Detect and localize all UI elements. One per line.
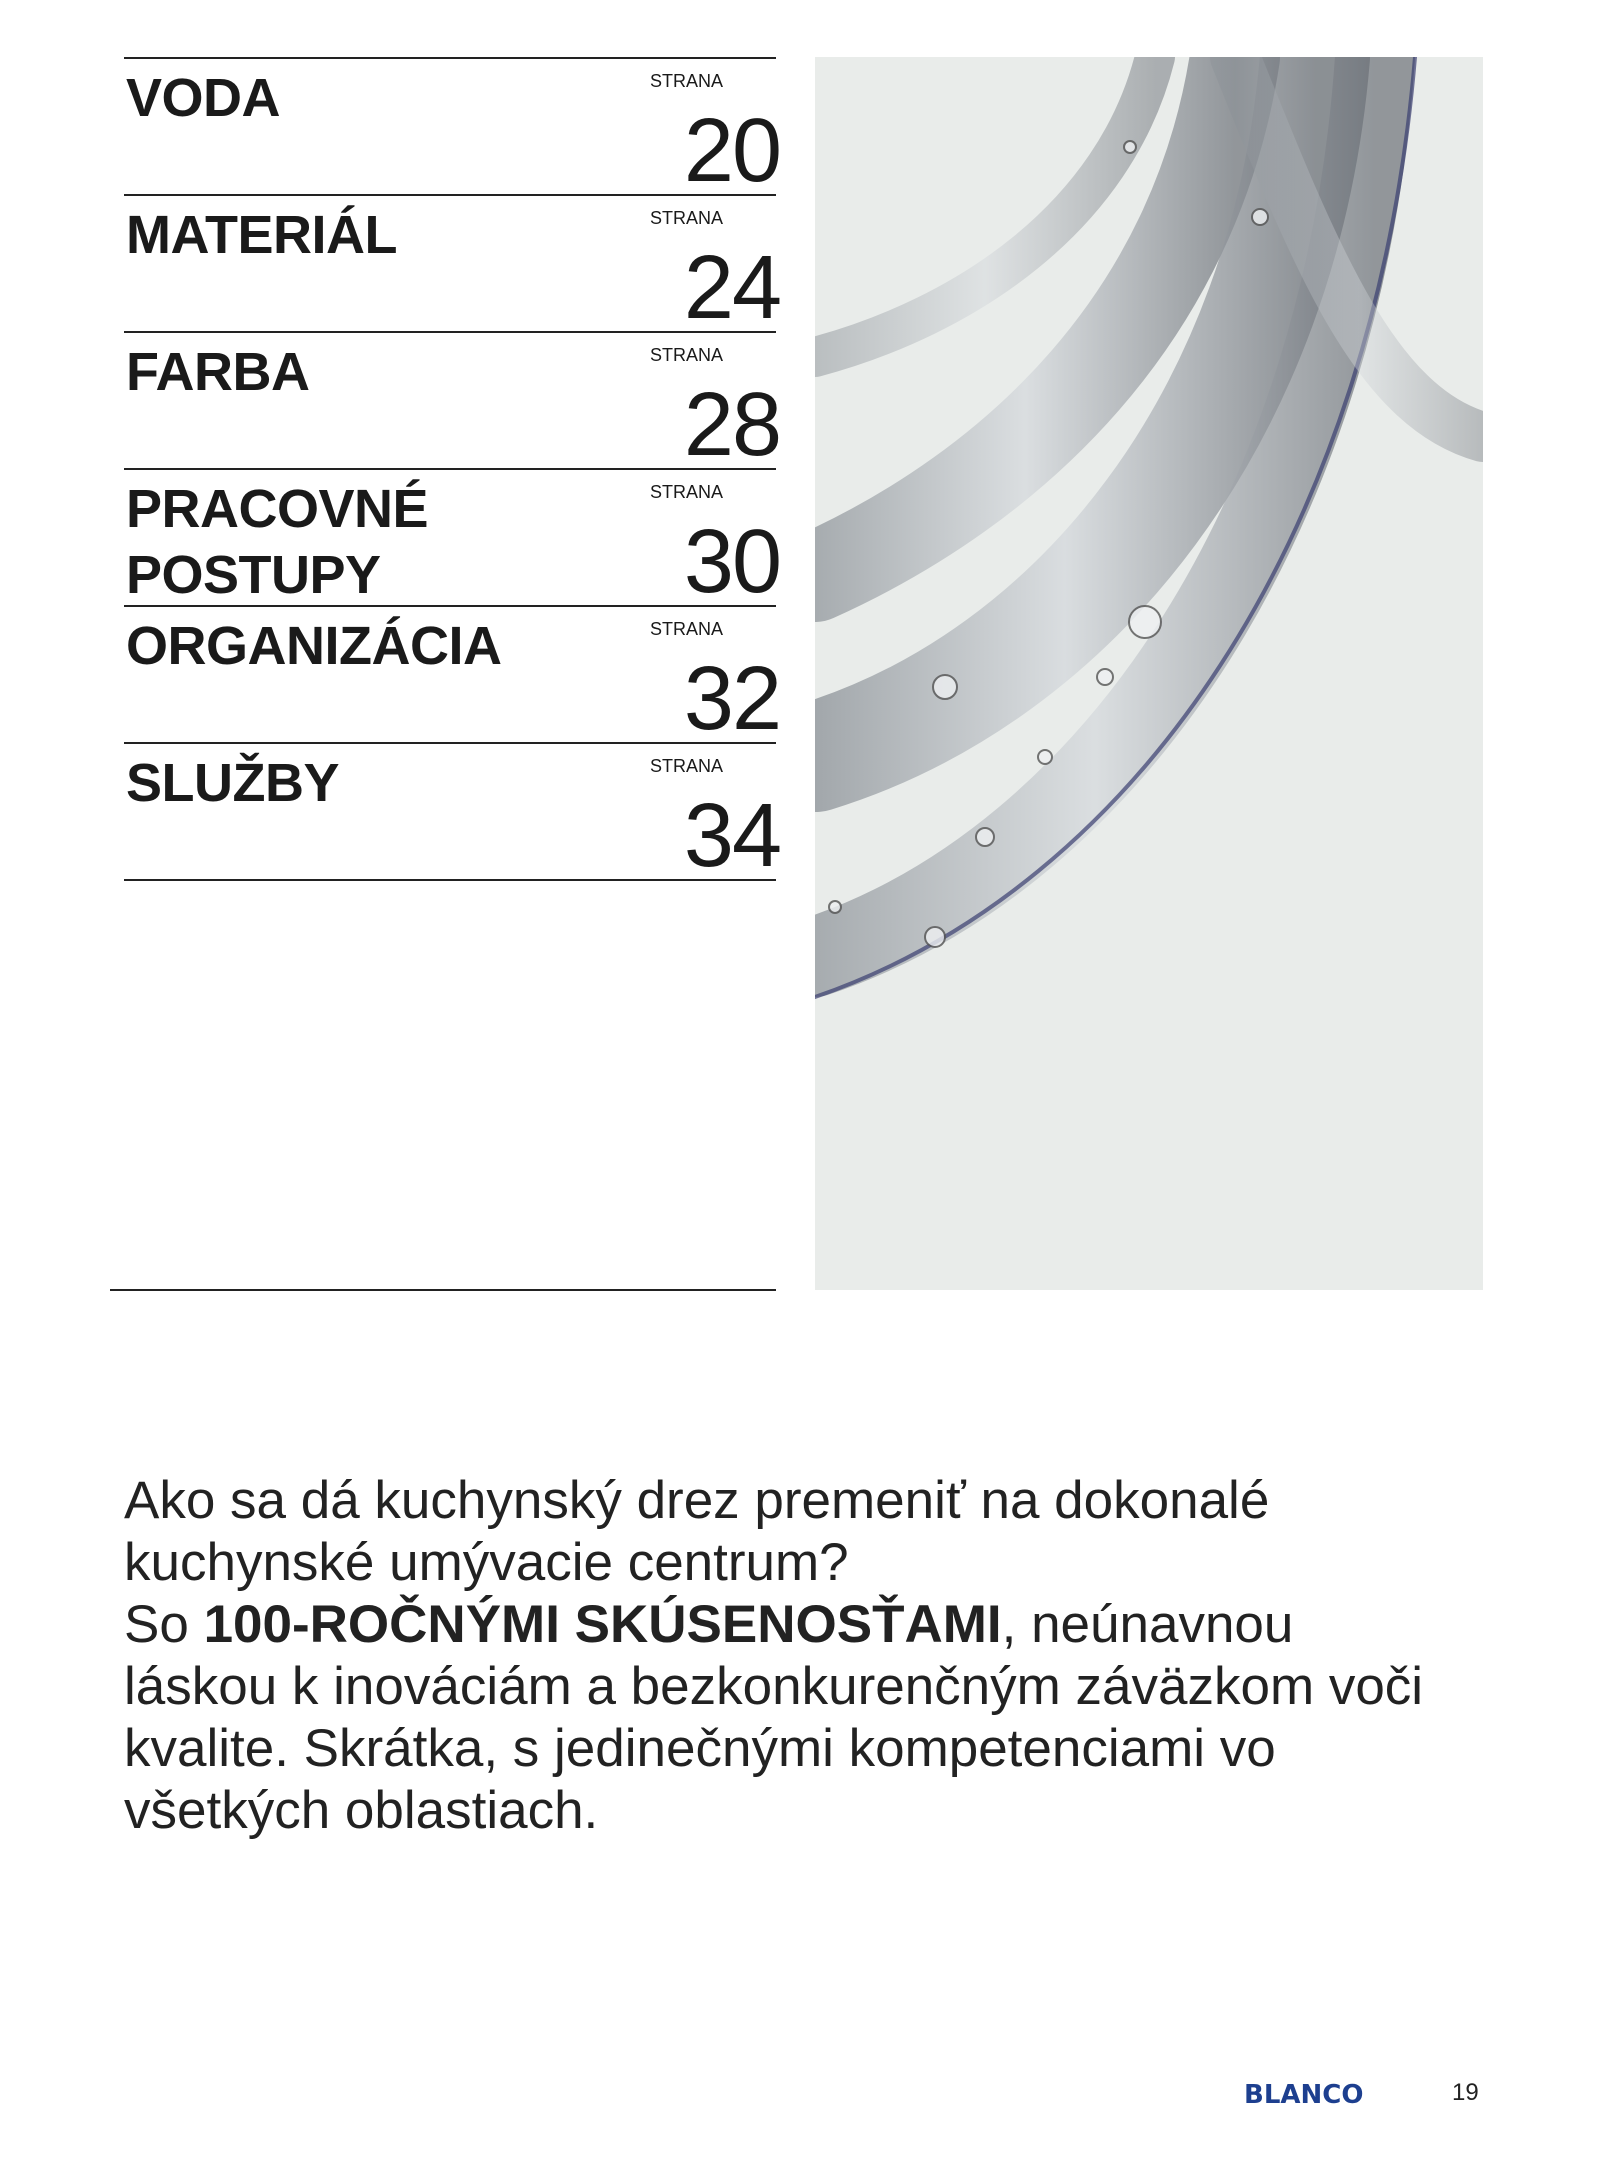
toc-title: SLUŽBY <box>126 753 340 813</box>
table-of-contents: VODA STRANA 20 MATERIÁL STRANA 24 FARBA STRAN… <box>124 57 782 886</box>
toc-title: MATERIÁL <box>126 205 397 265</box>
page-number: 19 <box>1452 2079 1479 2106</box>
toc-page: 24 <box>683 238 782 338</box>
blanco-logo: BLANCO <box>1244 2080 1364 2110</box>
toc-label: STRANA <box>650 756 724 776</box>
toc-row[interactable]: FARBA STRANA 28 <box>124 331 782 475</box>
toc-label: STRANA <box>650 482 724 502</box>
toc-page: 20 <box>683 101 782 201</box>
toc-title: ORGANIZÁCIA <box>126 616 502 676</box>
toc-page: 32 <box>683 649 782 749</box>
toc-row[interactable]: MATERIÁL STRANA 24 <box>124 194 782 338</box>
toc-label: STRANA <box>650 345 724 365</box>
toc-label: STRANA <box>650 208 724 228</box>
toc-page: 34 <box>683 786 782 886</box>
toc-title: FARBA <box>126 342 310 402</box>
water-tubes-photo <box>815 57 1483 1290</box>
toc-label: STRANA <box>650 71 724 91</box>
intro-lead: So <box>124 1595 204 1654</box>
toc-label: STRANA <box>650 619 724 639</box>
toc-page: 28 <box>683 375 782 475</box>
toc-row[interactable]: SLUŽBY STRANA 34 <box>124 742 782 886</box>
toc-row[interactable]: PRACOVNÉ POSTUPY STRANA 30 <box>124 468 782 612</box>
divider <box>110 1289 776 1291</box>
toc-row[interactable]: VODA STRANA 20 <box>124 57 782 201</box>
toc-title: VODA <box>126 68 281 128</box>
toc-row[interactable]: ORGANIZÁCIA STRANA 32 <box>124 605 782 749</box>
intro-rest: , neúnavnou láskou k inováciám a bezkonk… <box>124 1595 1424 1840</box>
toc-page: 30 <box>683 512 782 612</box>
intro-paragraph: Ako sa dá kuchynský drez premeniť na dok… <box>124 1470 1424 1842</box>
intro-question: Ako sa dá kuchynský drez premeniť na dok… <box>124 1471 1270 1592</box>
toc-title: PRACOVNÉ POSTUPY <box>126 479 429 605</box>
intro-emphasis: 100-ROČNÝMI SKÚSENOSŤAMI <box>203 1595 1002 1654</box>
intro-answer: So 100-ROČNÝMI SKÚSENOSŤAMI, neúnavnou l… <box>124 1594 1424 1842</box>
